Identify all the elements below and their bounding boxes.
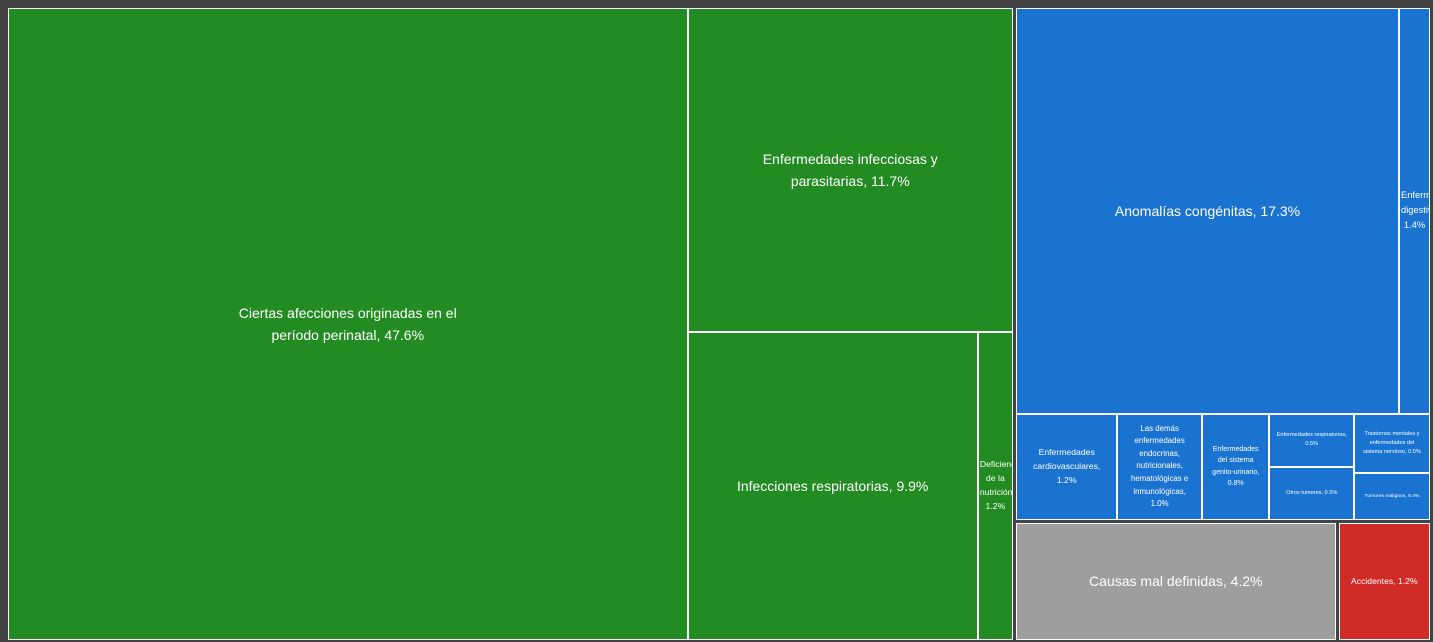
treemap-cell: Enfermedades cardiovasculares, 1.2% — [1016, 413, 1118, 520]
cell-label: Anomalías congénitas, 17.3% — [1114, 202, 1301, 219]
cell-label: Causas mal definidas, 4.2% — [1089, 573, 1263, 590]
cell-label: Infecciones respiratorias, 9.9% — [736, 477, 929, 494]
cell-label: Ciertas afecciones originadas en el perí… — [238, 304, 457, 343]
cell-label: Trastornos mentales y enfermedades del s… — [1363, 430, 1421, 455]
treemap-cell: Las demás enfermedades endocrinas, nutri… — [1117, 413, 1202, 520]
cell-label: Enfermedades cardiovasculares, 1.2% — [1033, 446, 1101, 485]
treemap-cell: Enfermedades respiratorias, 0.5% — [1269, 413, 1354, 467]
cell-label: Las demás enfermedades endocrinas, nutri… — [1130, 423, 1189, 509]
treemap-cell: Anomalías congénitas, 17.3% — [1016, 8, 1399, 414]
cell-label: Tumores malignos, 0.4% — [1364, 493, 1420, 500]
treemap-cell: Enfermedades del sistema genito-urinario… — [1201, 413, 1270, 520]
treemap-cell: Deficiencias de la nutrición, 1.2% — [977, 332, 1013, 640]
cell-label: Enfermedades del sistema genito-urinario… — [1212, 446, 1260, 488]
treemap-cell: Causas mal definidas, 4.2% — [1016, 522, 1336, 640]
treemap-cell: Trastornos mentales y enfermedades del s… — [1353, 413, 1430, 473]
treemap-cell: Enfermedades infecciosas y parasitarias,… — [687, 8, 1013, 333]
cell-label: Enfermedades infecciosas y parasitarias,… — [762, 150, 938, 190]
treemap-cell: Ciertas afecciones originadas en el perí… — [8, 8, 688, 640]
treemap-cell: Tumores malignos, 0.4% — [1353, 472, 1430, 520]
treemap-cell: Infecciones respiratorias, 9.9% — [687, 332, 978, 640]
treemap-cell: Accidentes, 1.2% — [1338, 522, 1430, 640]
cell-label: Deficiencias de la nutrición, 1.2% — [979, 459, 1013, 512]
cell-label: Otros tumores, 0.5% — [1286, 489, 1338, 496]
cell-label: Enfermedades digestivas, 1.4% — [1401, 190, 1430, 231]
treemap-cell: Otros tumores, 0.5% — [1269, 466, 1354, 520]
treemap-cell: Enfermedades digestivas, 1.4% — [1399, 8, 1430, 414]
cell-label: Enfermedades respiratorias, 0.5% — [1276, 432, 1347, 448]
cell-label: Accidentes, 1.2% — [1351, 575, 1418, 586]
